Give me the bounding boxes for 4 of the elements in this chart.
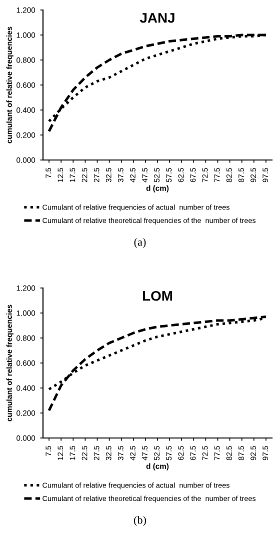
text: (a): [134, 238, 146, 248]
chart-title: JANJ: [140, 13, 174, 23]
text: (b): [134, 516, 146, 526]
chart-title: LOM: [143, 290, 172, 301]
